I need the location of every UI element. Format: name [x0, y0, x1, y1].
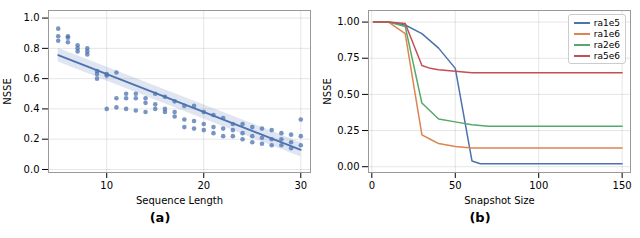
svg-text:0.0: 0.0 — [24, 164, 40, 175]
svg-text:0.25: 0.25 — [337, 125, 359, 136]
svg-text:30: 30 — [294, 180, 307, 191]
svg-text:20: 20 — [197, 180, 210, 191]
html-text:ra1e6: ra1e6 — [593, 28, 620, 39]
svg-text:10: 10 — [100, 180, 113, 191]
svg-text:NSSE: NSSE — [322, 78, 333, 105]
html-text:ra1e5: ra1e5 — [593, 17, 620, 28]
svg-text:NSSE: NSSE — [2, 78, 13, 105]
svg-text:0.2: 0.2 — [24, 133, 40, 144]
svg-text:0.4: 0.4 — [24, 103, 40, 114]
html-text:ra2e6: ra2e6 — [593, 39, 620, 50]
svg-text:0.8: 0.8 — [24, 43, 40, 54]
svg-text:0.50: 0.50 — [337, 89, 359, 100]
svg-text:0.6: 0.6 — [24, 73, 40, 84]
svg-text:0: 0 — [369, 180, 375, 191]
svg-text:Snapshot Size: Snapshot Size — [464, 195, 534, 206]
svg-text:50: 50 — [449, 180, 462, 191]
html-text:ra5e6: ra5e6 — [593, 50, 620, 61]
svg-text:Sequence Length: Sequence Length — [136, 195, 223, 206]
html-text:(a): (a) — [149, 210, 171, 225]
svg-text:100: 100 — [529, 180, 548, 191]
svg-text:0.75: 0.75 — [337, 52, 359, 63]
html-text:(b): (b) — [469, 210, 491, 225]
svg-text:1.0: 1.0 — [24, 12, 40, 23]
svg-text:1.00: 1.00 — [337, 16, 359, 27]
svg-text:150: 150 — [613, 180, 632, 191]
svg-text:0.00: 0.00 — [337, 161, 359, 172]
